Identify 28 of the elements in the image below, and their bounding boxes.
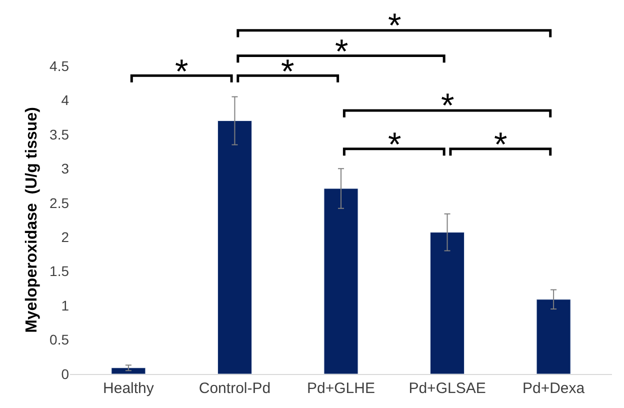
annotation: * [335,33,348,71]
x-tick-label: Pd+GLHE [307,380,375,397]
annotation: * [175,53,188,91]
bar [536,299,571,374]
y-tick-label: 2 [61,229,70,246]
bar [111,368,146,374]
annotation: * [281,53,294,91]
y-tick-label: 3.5 [50,126,70,142]
x-tick-label: Healthy [103,380,154,397]
y-tick-label: 1 [61,297,70,314]
text: * [388,7,402,45]
y-tick-label: 3 [61,160,70,177]
annotation: * [388,126,402,164]
bar [217,120,252,374]
annotation: * [494,126,508,164]
x-tick-label: Control-Pd [198,380,271,397]
y-tick-label: 1.5 [50,263,70,280]
y-axis-title: Myeloperoxidase (U/g tissue) [23,107,40,333]
annotation: * [441,87,454,125]
x-tick-label: Pd+Dexa [522,380,586,397]
y-tick-label: 4.5 [50,58,70,74]
x-tick-label: Pd+GLSAE [408,380,486,397]
bar [324,188,358,374]
y-tick-label: 2.5 [50,194,70,211]
bar [430,232,465,374]
y-tick-label: 0 [61,366,70,382]
y-tick-label: 4 [61,92,70,108]
y-tick-label: 0.5 [50,332,70,348]
